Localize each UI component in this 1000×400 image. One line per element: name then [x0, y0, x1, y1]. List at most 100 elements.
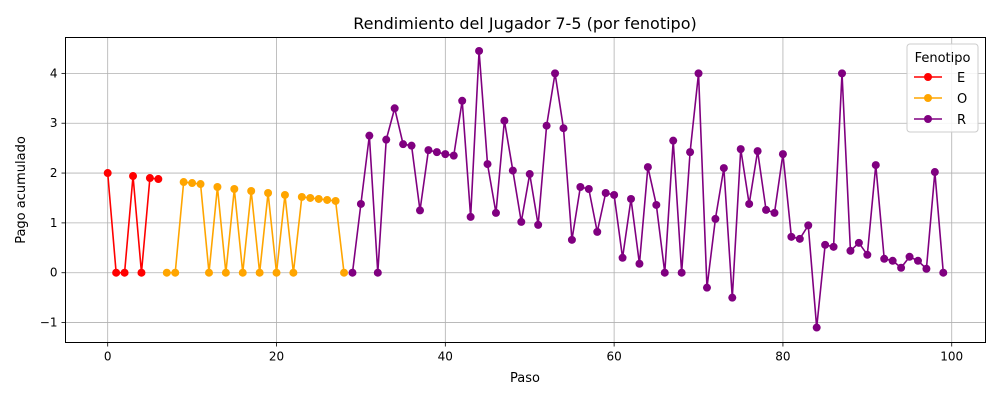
data-point-R	[500, 116, 509, 125]
data-point-O	[230, 185, 239, 194]
data-point-R	[939, 268, 948, 277]
y-tick-label: 4	[50, 66, 58, 80]
data-point-E	[120, 268, 129, 277]
data-point-R	[821, 240, 830, 249]
data-point-R	[424, 146, 433, 155]
data-point-R	[711, 214, 720, 223]
data-point-R	[407, 141, 416, 150]
chart-title: Rendimiento del Jugador 7-5 (por fenotip…	[353, 14, 697, 33]
data-point-R	[627, 194, 636, 203]
data-point-R	[728, 293, 737, 302]
data-point-O	[213, 183, 222, 192]
data-point-R	[913, 256, 922, 265]
data-point-O	[272, 268, 281, 277]
x-tick-label: 100	[940, 350, 963, 364]
data-point-R	[610, 190, 619, 199]
data-point-O	[196, 180, 205, 189]
data-point-R	[854, 238, 863, 247]
data-point-R	[677, 268, 686, 277]
data-point-R	[415, 206, 424, 215]
data-point-E	[112, 268, 121, 277]
data-point-R	[702, 283, 711, 292]
legend: Fenotipo EOR	[906, 43, 979, 133]
data-point-R	[525, 170, 534, 179]
data-point-O	[247, 186, 256, 195]
data-point-R	[643, 163, 652, 172]
data-point-R	[584, 185, 593, 194]
data-point-R	[466, 212, 475, 221]
data-point-O	[188, 179, 197, 188]
data-point-R	[517, 217, 526, 226]
legend-label-E: E	[957, 71, 965, 86]
data-point-O	[280, 190, 289, 199]
x-tick-label: 80	[775, 350, 790, 364]
data-point-O	[340, 268, 349, 277]
x-axis-label: Paso	[510, 371, 540, 386]
data-point-R	[660, 268, 669, 277]
data-point-R	[778, 150, 787, 159]
y-tick-label: 3	[50, 116, 58, 130]
data-point-R	[390, 104, 399, 113]
data-point-R	[888, 256, 897, 265]
data-point-R	[356, 199, 365, 208]
data-point-R	[542, 121, 551, 130]
x-tick-label: 60	[606, 350, 621, 364]
axis-ticks: 0 20 40 60 80 100 −1 0 1 2 3 4	[40, 66, 963, 363]
data-point-R	[762, 205, 771, 214]
data-point-R	[348, 268, 357, 277]
data-point-O	[323, 195, 332, 204]
y-axis-label: Pago acumulado	[14, 136, 29, 244]
data-point-R	[871, 161, 880, 170]
data-point-R	[812, 323, 821, 332]
legend-marker-E	[924, 73, 932, 81]
data-point-R	[905, 252, 914, 261]
data-point-R	[458, 96, 467, 105]
data-point-R	[373, 268, 382, 277]
data-point-O	[297, 192, 306, 201]
data-point-O	[314, 194, 323, 203]
series-R	[348, 46, 948, 332]
data-point-R	[534, 220, 543, 229]
data-point-O	[179, 178, 188, 187]
data-point-E	[154, 175, 163, 184]
data-point-O	[221, 268, 230, 277]
legend-marker-R	[924, 115, 932, 123]
series-O	[162, 178, 349, 277]
y-tick-label: 2	[50, 166, 58, 180]
y-tick-label: 1	[50, 216, 58, 230]
data-point-R	[601, 188, 610, 197]
data-point-R	[576, 183, 585, 192]
data-point-R	[863, 250, 872, 259]
data-point-R	[441, 150, 450, 159]
legend-box	[906, 43, 979, 133]
series-E	[103, 169, 163, 277]
data-point-R	[770, 208, 779, 217]
data-point-R	[508, 166, 517, 175]
data-point-R	[880, 254, 889, 263]
data-point-R	[795, 234, 804, 243]
data-point-O	[264, 188, 273, 197]
data-point-R	[432, 148, 441, 157]
data-point-R	[787, 232, 796, 241]
data-point-R	[669, 136, 678, 145]
data-point-R	[686, 148, 695, 157]
data-point-R	[846, 246, 855, 255]
data-point-R	[694, 69, 703, 78]
data-point-E	[103, 169, 112, 178]
data-point-R	[449, 151, 458, 160]
data-point-R	[365, 131, 374, 140]
data-point-R	[635, 259, 644, 268]
data-point-R	[804, 221, 813, 230]
data-point-R	[930, 168, 939, 177]
data-point-O	[306, 193, 315, 202]
data-point-R	[399, 140, 408, 149]
x-tick-label: 40	[438, 350, 453, 364]
legend-label-R: R	[957, 113, 966, 128]
data-point-R	[491, 208, 500, 217]
plot-frame	[65, 37, 986, 343]
data-point-O	[162, 268, 171, 277]
data-point-R	[382, 135, 391, 144]
legend-title: Fenotipo	[915, 51, 971, 66]
